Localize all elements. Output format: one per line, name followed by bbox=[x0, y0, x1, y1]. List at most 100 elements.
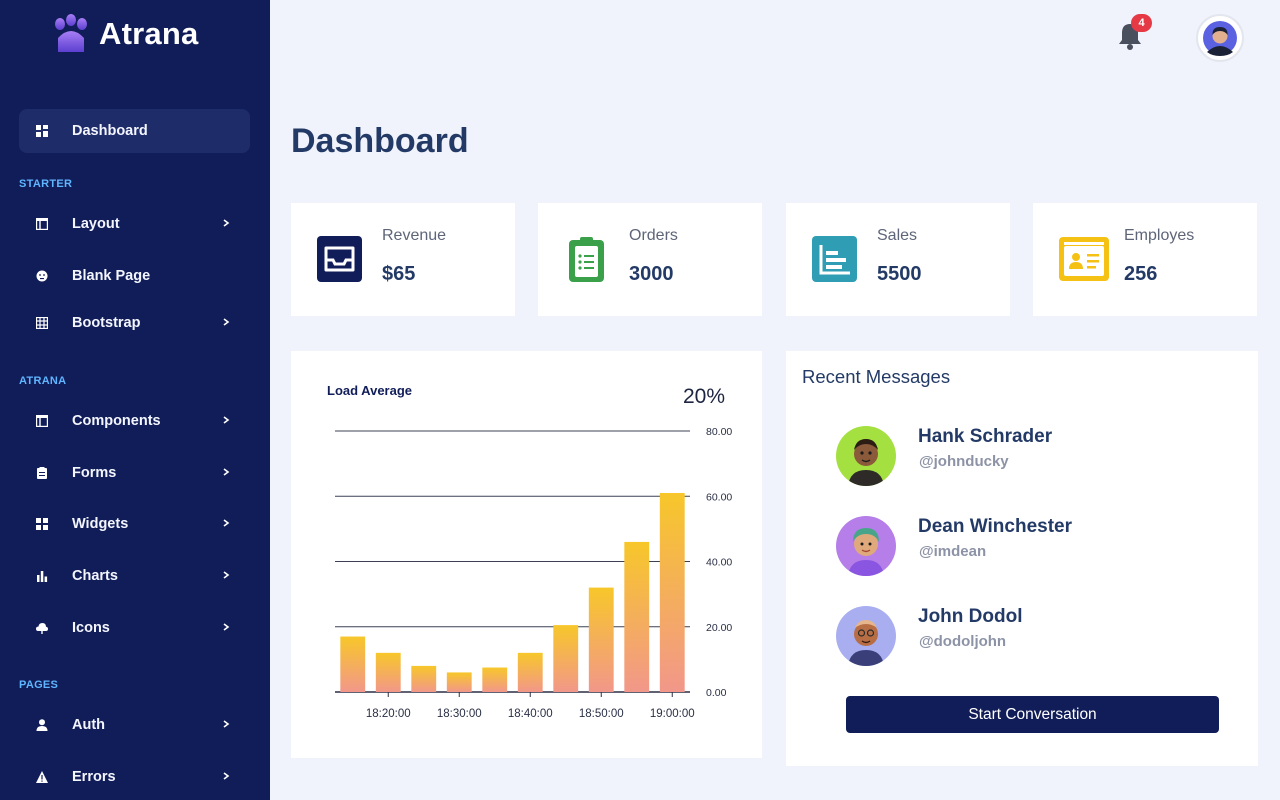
chart-percent: 20% bbox=[683, 385, 726, 408]
message-sender-name: Hank Schrader bbox=[918, 426, 1053, 447]
sidebar-item-forms[interactable]: Forms bbox=[19, 451, 250, 495]
chart-bar[interactable] bbox=[375, 652, 401, 692]
stat-value: $65 bbox=[382, 263, 416, 285]
sidebar-item-label: Dashboard bbox=[72, 123, 148, 139]
sidebar-item-auth[interactable]: Auth bbox=[19, 703, 250, 747]
stat-label: Orders bbox=[629, 227, 678, 244]
sidebar-item-errors[interactable]: Errors bbox=[19, 755, 250, 799]
sidebar-item-label: Components bbox=[72, 413, 161, 429]
chevron-right-icon bbox=[223, 772, 230, 780]
page-title: Dashboard bbox=[291, 122, 469, 160]
warning-icon bbox=[36, 771, 48, 783]
bootstrap-icon bbox=[36, 317, 48, 329]
message-sender-handle: @imdean bbox=[919, 543, 987, 560]
chart-bar[interactable] bbox=[411, 665, 437, 692]
layout-icon bbox=[36, 218, 48, 230]
avatar bbox=[836, 606, 896, 666]
chart-bar[interactable] bbox=[340, 636, 366, 692]
person-avatar-icon bbox=[848, 620, 884, 666]
stat-value: 5500 bbox=[877, 263, 922, 285]
section-label-atrana: ATRANA bbox=[19, 375, 67, 387]
person-avatar-icon bbox=[848, 439, 884, 486]
forms-icon bbox=[37, 467, 47, 479]
inbox-icon bbox=[317, 236, 362, 282]
chevron-right-icon bbox=[223, 416, 230, 424]
chart-bar[interactable] bbox=[659, 492, 685, 692]
sidebar-item-dashboard[interactable]: Dashboard bbox=[19, 109, 250, 153]
x-tick-label: 18:40:00 bbox=[508, 708, 553, 720]
sidebar-item-components[interactable]: Components bbox=[19, 399, 250, 443]
chart-bar[interactable] bbox=[588, 587, 614, 692]
message-item-3[interactable]: John Dodol @dodoljohn bbox=[836, 606, 1216, 666]
sidebar-item-label: Layout bbox=[72, 216, 120, 232]
widgets-icon bbox=[36, 518, 48, 530]
sidebar-item-label: Charts bbox=[72, 568, 118, 584]
chevron-right-icon bbox=[223, 519, 230, 527]
sidebar-item-blank-page[interactable]: Blank Page bbox=[19, 254, 250, 298]
dashboard-icon bbox=[36, 125, 48, 137]
sidebar-item-widgets[interactable]: Widgets bbox=[19, 502, 250, 546]
stat-card-revenue[interactable]: Revenue $65 bbox=[291, 203, 515, 316]
x-tick-label: 18:20:00 bbox=[366, 708, 411, 720]
chart-bar[interactable] bbox=[482, 667, 508, 692]
section-label-pages: PAGES bbox=[19, 679, 59, 691]
chart-bar[interactable] bbox=[624, 541, 650, 692]
sidebar: Atrana Dashboard STARTER Layout Blank Pa… bbox=[0, 0, 270, 800]
message-item-2[interactable]: Dean Winchester @imdean bbox=[836, 516, 1216, 576]
chevron-right-icon bbox=[223, 468, 230, 476]
stat-card-sales[interactable]: Sales 5500 bbox=[786, 203, 1010, 316]
paw-logo-icon bbox=[55, 14, 87, 52]
id-card-icon bbox=[1059, 237, 1109, 281]
person-avatar-icon bbox=[848, 528, 884, 576]
messages-title: Recent Messages bbox=[802, 366, 951, 387]
chevron-right-icon bbox=[223, 720, 230, 728]
message-sender-name: John Dodol bbox=[918, 606, 1023, 627]
start-conversation-button[interactable]: Start Conversation bbox=[846, 696, 1219, 733]
sidebar-item-label: Auth bbox=[72, 717, 106, 733]
sidebar-item-label: Blank Page bbox=[72, 268, 151, 284]
sidebar-item-label: Icons bbox=[72, 620, 110, 636]
avatar bbox=[836, 426, 896, 486]
y-tick-label: 40.00 bbox=[706, 557, 732, 569]
chart-bar[interactable] bbox=[446, 672, 472, 692]
sidebar-item-label: Errors bbox=[72, 769, 116, 785]
avatar-icon bbox=[1203, 21, 1237, 56]
y-tick-label: 60.00 bbox=[706, 491, 732, 503]
chart-title: Load Average bbox=[327, 383, 413, 398]
stat-card-employes[interactable]: Employes 256 bbox=[1033, 203, 1257, 316]
stat-value: 256 bbox=[1124, 263, 1158, 285]
sidebar-item-label: Widgets bbox=[72, 516, 129, 532]
chevron-right-icon bbox=[223, 623, 230, 631]
x-tick-label: 19:00:00 bbox=[650, 708, 695, 720]
sidebar-item-layout[interactable]: Layout bbox=[19, 202, 250, 246]
message-item-1[interactable]: Hank Schrader @johnducky bbox=[836, 426, 1216, 486]
recent-messages-card: Recent Messages Hank Schrader @johnducky bbox=[786, 351, 1258, 766]
stat-card-orders[interactable]: Orders 3000 bbox=[538, 203, 762, 316]
section-label-starter: STARTER bbox=[19, 178, 73, 190]
load-average-chart: 0.00 20.00 40.00 60.00 80.00 18:20:00 18:30:00… bbox=[335, 426, 732, 720]
chart-bar[interactable] bbox=[517, 652, 543, 692]
chevron-right-icon bbox=[223, 318, 230, 326]
clipboard-icon bbox=[569, 237, 604, 282]
brand-name: Atrana bbox=[99, 16, 199, 51]
y-tick-label: 80.00 bbox=[706, 426, 732, 438]
bar-chart-icon bbox=[812, 236, 857, 282]
icons-icon bbox=[36, 623, 48, 634]
stat-label: Sales bbox=[877, 227, 918, 244]
message-sender-name: Dean Winchester bbox=[918, 516, 1072, 537]
brand[interactable]: Atrana bbox=[52, 14, 198, 54]
chart-bar[interactable] bbox=[553, 625, 579, 692]
sidebar-item-icons[interactable]: Icons bbox=[19, 606, 250, 650]
stat-value: 3000 bbox=[629, 263, 674, 285]
notification-badge: 4 bbox=[1131, 14, 1152, 32]
blank-page-icon bbox=[36, 270, 48, 282]
chevron-right-icon bbox=[223, 571, 230, 579]
x-tick-label: 18:50:00 bbox=[579, 708, 624, 720]
sidebar-item-bootstrap[interactable]: Bootstrap bbox=[19, 301, 250, 345]
chevron-right-icon bbox=[223, 219, 230, 227]
charts-icon bbox=[37, 571, 48, 582]
stat-label: Revenue bbox=[382, 227, 447, 244]
sidebar-item-label: Bootstrap bbox=[72, 315, 141, 331]
user-avatar[interactable] bbox=[1196, 14, 1244, 62]
sidebar-item-charts[interactable]: Charts bbox=[19, 554, 250, 598]
